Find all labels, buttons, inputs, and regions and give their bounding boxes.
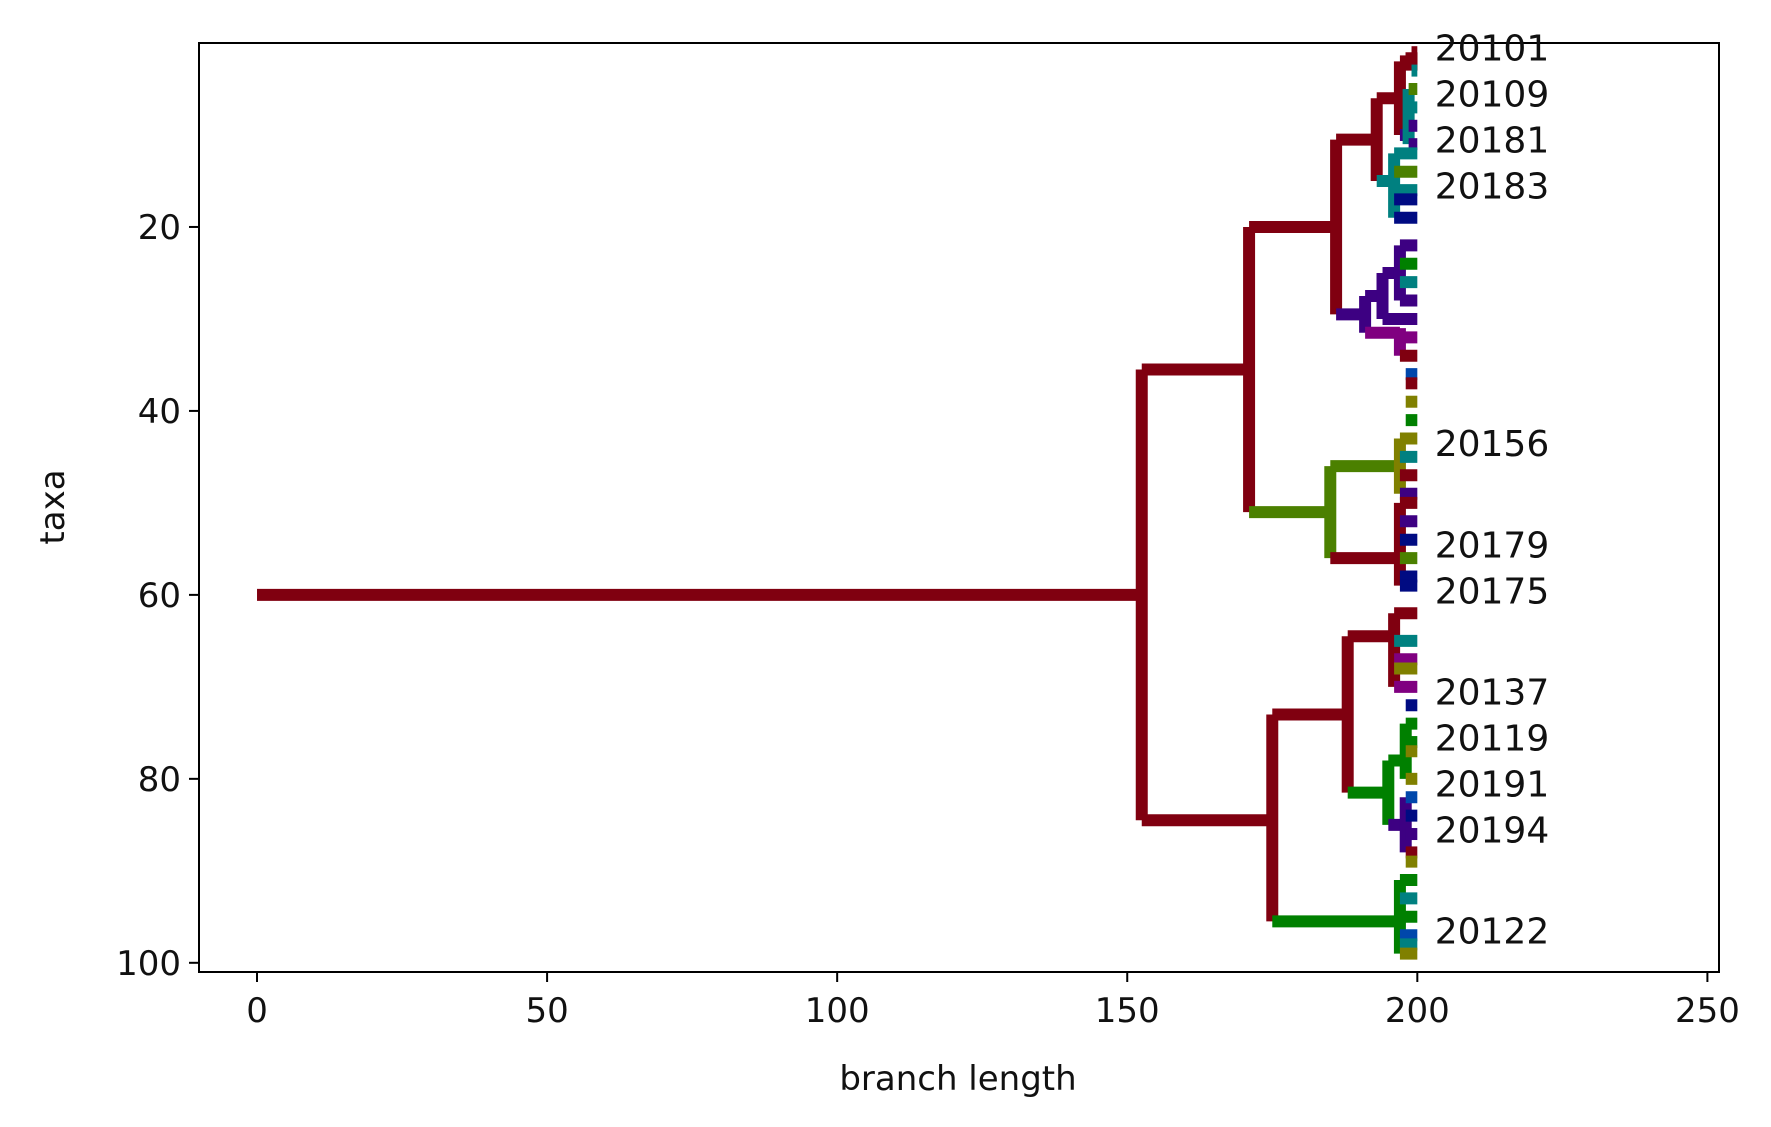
y-axis-ticks: 20 40 60 80 100: [116, 208, 199, 984]
tree-branches: [257, 46, 1418, 960]
taxon-label: 20194: [1435, 810, 1550, 851]
x-tick-label: 0: [246, 991, 268, 1031]
plot-frame: [198, 42, 1720, 973]
y-tick-label: 60: [138, 576, 181, 616]
taxon-label: 20175: [1435, 571, 1550, 612]
x-tick-label: 250: [1675, 991, 1740, 1031]
taxon-label: 20119: [1435, 718, 1550, 759]
x-tick-label: 150: [1095, 991, 1160, 1031]
taxon-label: 20183: [1435, 167, 1550, 208]
taxon-label: 20101: [1435, 29, 1550, 70]
taxon-labels: 20101 20109 20181 20183 20156 20179 20175 20137…: [1435, 29, 1550, 953]
y-tick-label: 40: [138, 392, 181, 432]
taxon-label: 20191: [1435, 764, 1550, 805]
x-tick-label: 100: [805, 991, 870, 1031]
taxon-label: 20109: [1435, 75, 1550, 116]
y-tick-label: 80: [138, 760, 181, 800]
x-axis-label: branch length: [839, 1059, 1076, 1099]
y-tick-label: 20: [138, 208, 181, 248]
x-tick-label: 50: [525, 991, 568, 1031]
x-tick-label: 200: [1385, 991, 1450, 1031]
taxon-label: 20137: [1435, 672, 1550, 713]
taxon-label: 20122: [1435, 912, 1550, 953]
x-axis-ticks: 0 50 100 150 200 250: [246, 972, 1740, 1031]
taxon-label: 20179: [1435, 525, 1550, 566]
y-axis-label: taxa: [33, 469, 73, 544]
y-tick-label: 100: [116, 944, 181, 984]
taxon-label: 20156: [1435, 424, 1550, 465]
taxon-label: 20181: [1435, 121, 1550, 162]
